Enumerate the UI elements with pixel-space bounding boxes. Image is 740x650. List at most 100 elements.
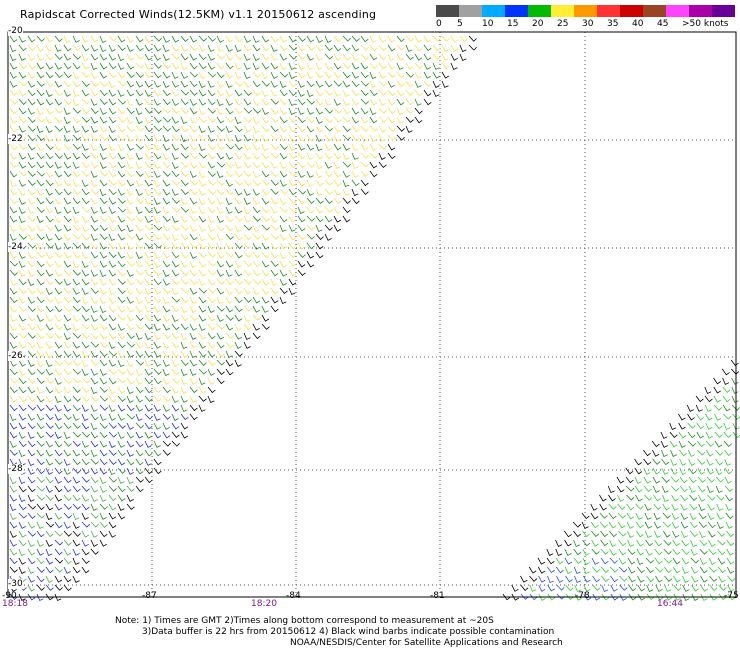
wind-barb [727,593,736,601]
wind-barb [144,359,152,367]
legend-label-3: 15 [507,19,519,29]
wind-barb [126,476,134,485]
wind-barb [583,584,591,592]
wind-barb [225,98,233,106]
wind-barb [45,386,54,394]
wind-barb [162,143,170,151]
wind-barb [324,89,333,96]
wind-barb [36,215,44,223]
wind-barb [9,323,17,331]
wind-barb [54,323,63,331]
legend-swatch-11 [689,5,712,17]
wind-barb [108,35,117,42]
wind-barb [716,503,724,511]
wind-barb [36,170,45,177]
wind-barb [171,206,180,213]
wind-barb [153,89,162,97]
wind-barb [207,170,216,177]
wind-barb [108,377,117,385]
wind-barb [9,80,17,88]
wind-barb [270,125,279,133]
wind-barb [216,134,224,142]
wind-barb [225,350,233,358]
wind-barb [54,314,62,322]
wind-barb [99,224,108,232]
wind-barb [171,179,180,186]
wind-barb [672,539,680,547]
wind-barb [234,242,243,249]
wind-barb [643,485,652,493]
wind-barb [45,242,54,249]
wind-barb [279,206,288,213]
wind-barb [207,35,216,42]
wind-barb [72,35,80,43]
wind-barb [90,476,99,484]
wind-barb [189,80,198,88]
wind-barb [171,188,179,196]
wind-barb [687,440,696,447]
wind-barb [117,71,126,79]
wind-barb [690,566,699,574]
wind-barb [63,476,72,484]
wind-barb [63,305,72,312]
wind-barb [180,89,189,96]
wind-barb [90,242,99,250]
wind-barb [45,449,54,457]
wind-barb [441,80,449,88]
wind-barb [9,35,18,43]
wind-barb [171,260,180,268]
wind-barb [234,287,243,295]
wind-barb [126,170,135,178]
wind-barb [333,35,342,43]
wind-barb [423,89,432,97]
wind-barb [279,53,288,61]
wind-barb [189,269,198,277]
wind-barb [135,242,144,250]
wind-barb [117,395,126,402]
wind-barb [636,566,645,574]
wind-barb [450,53,458,61]
wind-barb [144,125,153,133]
wind-barb [54,242,62,251]
wind-barb [243,116,252,123]
wind-barb [704,386,712,395]
wind-barb [153,359,161,367]
wind-barb [99,260,107,268]
wind-barb [36,224,45,232]
wind-barb [9,89,18,96]
wind-barb [36,98,45,106]
wind-barb [18,431,26,439]
wind-barb [387,98,396,106]
wind-barb [414,116,423,124]
wind-barb [198,35,207,42]
wind-barb [81,98,90,105]
wind-barb [153,188,162,196]
wind-barb [36,431,45,439]
wind-barb [90,80,99,87]
wind-barb [63,422,72,430]
wind-barb [198,323,206,331]
wind-barb [72,71,80,79]
wind-barb [234,350,243,357]
wind-barb [99,215,108,223]
wind-barb [27,413,35,421]
wind-barb [198,368,207,375]
wind-barb [261,62,270,70]
wind-barb [243,98,252,106]
wind-barb [36,521,44,529]
wind-barb [18,287,27,294]
wind-barb [216,89,225,97]
wind-barb [369,98,378,106]
wind-barb [27,557,36,565]
wind-barb [45,593,54,601]
wind-barb [99,485,107,493]
wind-barb [126,494,134,502]
wind-barb [153,116,162,123]
wind-barb [243,287,252,295]
wind-barb [619,584,628,591]
wind-barb [90,359,99,366]
wind-barb [108,89,116,97]
wind-barb [681,530,688,538]
wind-barb [288,287,296,296]
wind-barb [261,215,270,222]
